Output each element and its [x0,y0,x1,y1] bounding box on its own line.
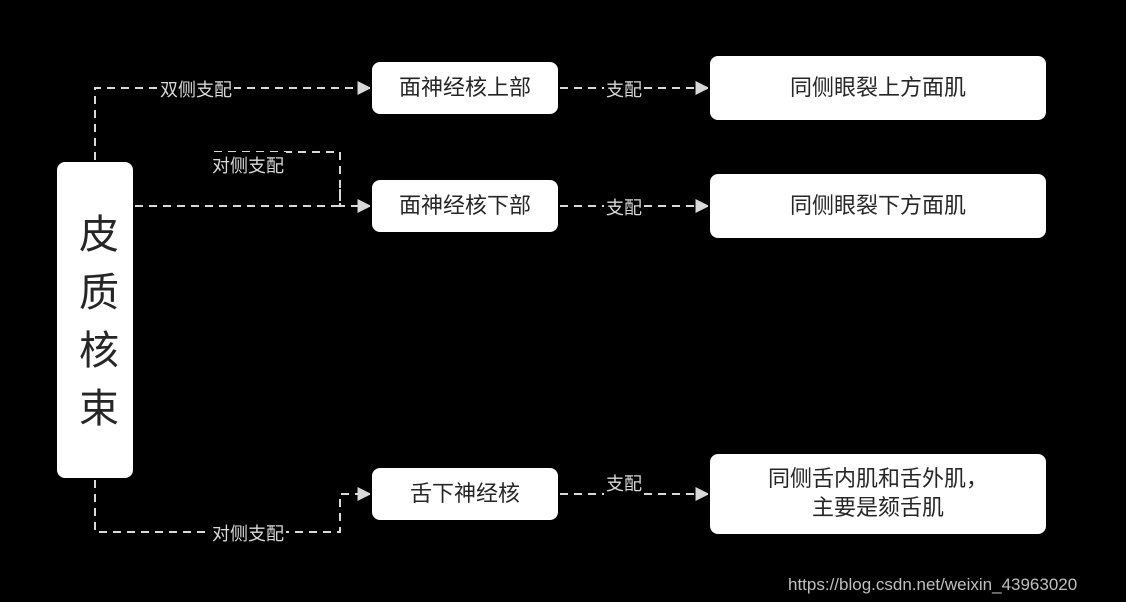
watermark: https://blog.csdn.net/weixin_43963020 [788,575,1077,595]
node-label: 面神经核下部 [399,192,531,221]
node-mid1: 面神经核上部 [370,60,560,116]
node-mid2: 面神经核下部 [370,178,560,234]
node-label: 同侧眼裂下方面肌 [790,192,966,221]
node-label: 同侧眼裂上方面肌 [790,74,966,103]
node-end1: 同侧眼裂上方面肌 [708,54,1048,122]
edge-label-5: 支配 [604,470,644,496]
node-source: 皮质核束 [55,160,135,480]
edge-label-3: 支配 [604,76,644,102]
edge-label-4: 支配 [604,194,644,220]
edge-label-0: 双侧支配 [158,76,234,102]
node-label: 同侧舌内肌和舌外肌， 主要是颏舌肌 [768,465,988,522]
node-end2: 同侧眼裂下方面肌 [708,172,1048,240]
node-label: 面神经核上部 [399,74,531,103]
node-end3: 同侧舌内肌和舌外肌， 主要是颏舌肌 [708,452,1048,536]
edge-label-1: 对侧支配 [210,152,286,178]
edge-label-2: 对侧支配 [210,520,286,546]
watermark-text: https://blog.csdn.net/weixin_43963020 [788,575,1077,594]
node-label: 皮质核束 [69,213,121,445]
node-mid3: 舌下神经核 [370,466,560,522]
diagram-canvas: 皮质核束 面神经核上部 面神经核下部 舌下神经核 同侧眼裂上方面肌 同侧眼裂下方… [0,0,1126,602]
node-label: 舌下神经核 [410,480,520,509]
